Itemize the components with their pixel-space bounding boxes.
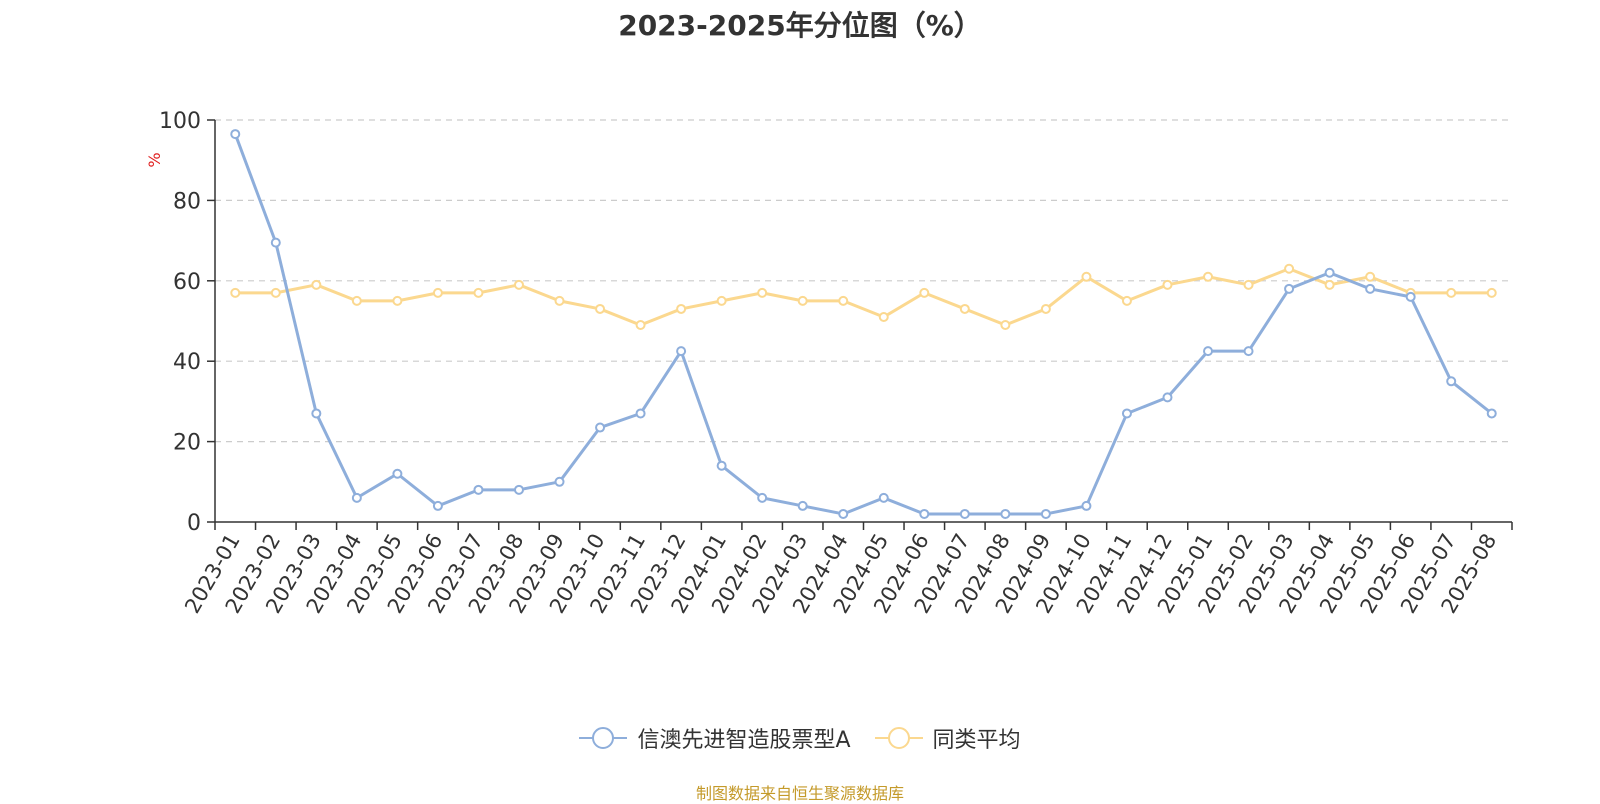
series-1-point[interactable] <box>635 408 646 419</box>
series-1-point[interactable] <box>1081 500 1092 511</box>
series-1-point[interactable] <box>1365 283 1376 294</box>
series-2-point[interactable] <box>1203 271 1214 282</box>
series-2-point[interactable] <box>351 295 362 306</box>
series-2-point[interactable] <box>595 303 606 314</box>
series-2-point[interactable] <box>1162 279 1173 290</box>
y-tick-label: 100 <box>159 109 201 134</box>
series-2-point[interactable] <box>1040 303 1051 314</box>
series-2-point[interactable] <box>1000 320 1011 331</box>
series-2-point[interactable] <box>1446 287 1457 298</box>
series-2-point[interactable] <box>1284 263 1295 274</box>
series-1-point[interactable] <box>432 500 443 511</box>
series-1-point[interactable] <box>676 346 687 357</box>
series-2-point[interactable] <box>1486 287 1497 298</box>
series-1-point[interactable] <box>1162 392 1173 403</box>
series-1-point[interactable] <box>392 468 403 479</box>
series-2-point[interactable] <box>392 295 403 306</box>
series-2-point[interactable] <box>919 287 930 298</box>
series-1-point[interactable] <box>1000 508 1011 519</box>
y-axis-label: % <box>145 152 164 167</box>
series-1-point[interactable] <box>1203 346 1214 357</box>
series-2-point[interactable] <box>797 295 808 306</box>
series-1-point[interactable] <box>230 129 241 140</box>
series-2-point[interactable] <box>1121 295 1132 306</box>
source-note: 制图数据来自恒生聚源数据库 <box>695 784 904 803</box>
legend-swatch-series-2 <box>874 727 923 749</box>
chart-title: 2023-2025年分位图（%） <box>618 9 982 42</box>
series-2-point[interactable] <box>270 287 281 298</box>
series-2-point[interactable] <box>513 279 524 290</box>
series-1-point[interactable] <box>1284 283 1295 294</box>
series-1-point[interactable] <box>1243 346 1254 357</box>
series-2-point[interactable] <box>1243 279 1254 290</box>
series-1-point[interactable] <box>1486 408 1497 419</box>
series-1-point[interactable] <box>1405 291 1416 302</box>
series-2-point[interactable] <box>676 303 687 314</box>
series-2-point[interactable] <box>473 287 484 298</box>
series-1-point[interactable] <box>351 492 362 503</box>
series-2-point[interactable] <box>757 287 768 298</box>
series-line-2 <box>235 267 1492 327</box>
y-tick-label: 60 <box>173 270 201 295</box>
series-2-point[interactable] <box>1081 271 1092 282</box>
legend-swatch-series-1 <box>579 727 628 749</box>
series-2-point[interactable] <box>311 279 322 290</box>
legend: 信澳先进智造股票型A 同类平均 <box>0 722 1600 754</box>
series-1-point[interactable] <box>878 492 889 503</box>
legend-label-series-1: 信澳先进智造股票型A <box>637 728 851 753</box>
legend-item-series-1[interactable]: 信澳先进智造股票型A <box>579 722 851 754</box>
series-1-point[interactable] <box>595 422 606 433</box>
series-2-point[interactable] <box>554 295 565 306</box>
legend-label-series-2: 同类平均 <box>932 728 1021 753</box>
series-2-point[interactable] <box>230 287 241 298</box>
y-tick-label: 80 <box>173 189 201 214</box>
series-1-point[interactable] <box>919 508 930 519</box>
series-1-point[interactable] <box>838 508 849 519</box>
axes: 0204060801002023-012023-022023-032023-04… <box>159 109 1513 617</box>
series-1-point[interactable] <box>513 484 524 495</box>
series-2-point[interactable] <box>878 311 889 322</box>
series-2-point[interactable] <box>959 303 970 314</box>
series-1-point[interactable] <box>959 508 970 519</box>
series-lines <box>230 129 1497 519</box>
y-tick-label: 40 <box>173 350 201 375</box>
series-2-point[interactable] <box>635 320 646 331</box>
series-1-point[interactable] <box>1121 408 1132 419</box>
series-2-point[interactable] <box>838 295 849 306</box>
series-1-point[interactable] <box>1324 267 1335 278</box>
series-1-point[interactable] <box>716 460 727 471</box>
series-2-point[interactable] <box>1324 279 1335 290</box>
series-1-point[interactable] <box>1446 376 1457 387</box>
series-1-point[interactable] <box>311 408 322 419</box>
series-1-point[interactable] <box>554 476 565 487</box>
legend-item-series-2[interactable]: 同类平均 <box>874 722 1021 754</box>
y-tick-label: 20 <box>173 431 201 456</box>
series-1-point[interactable] <box>270 237 281 248</box>
series-1-point[interactable] <box>473 484 484 495</box>
series-line-1 <box>233 133 1493 516</box>
grid-lines <box>215 119 1512 443</box>
series-1-point[interactable] <box>797 500 808 511</box>
series-2-point[interactable] <box>1365 271 1376 282</box>
y-tick-label: 0 <box>187 511 201 536</box>
series-1-point[interactable] <box>757 492 768 503</box>
series-2-point[interactable] <box>716 295 727 306</box>
series-2-point[interactable] <box>432 287 443 298</box>
series-1-point[interactable] <box>1040 508 1051 519</box>
